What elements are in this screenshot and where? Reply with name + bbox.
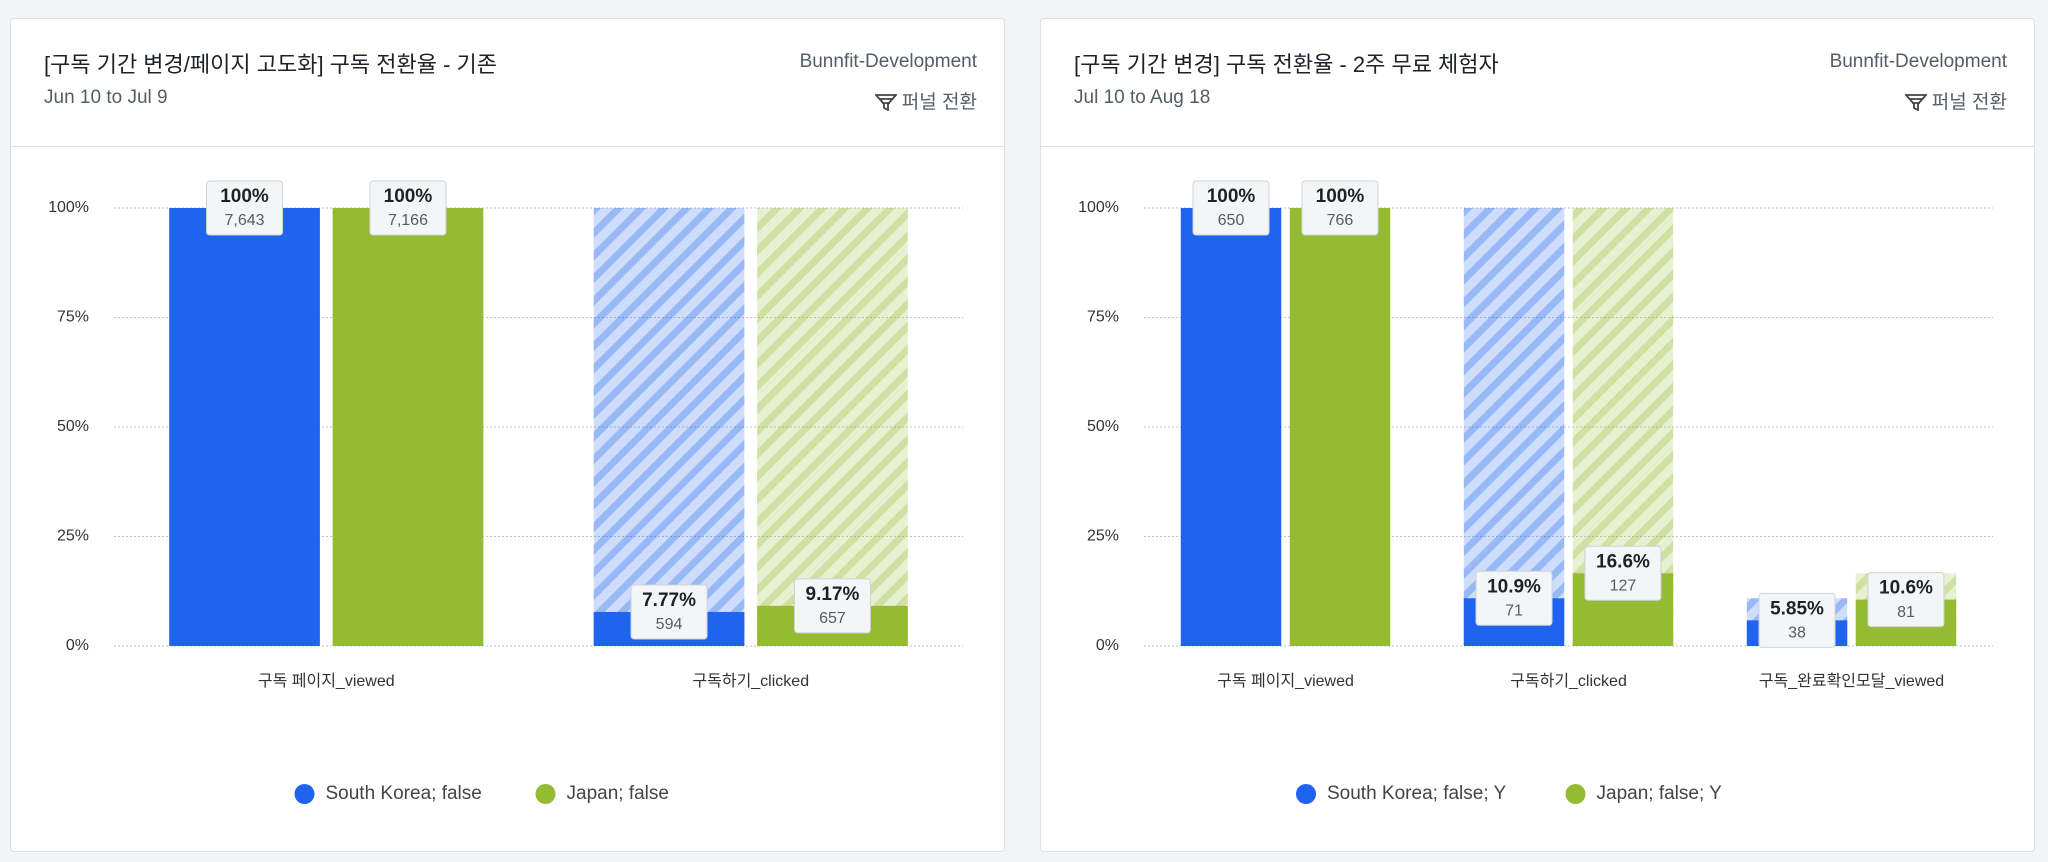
- data-label-percent: 16.6%: [1596, 551, 1650, 572]
- data-label-count: 127: [1610, 578, 1637, 595]
- data-label-box: [369, 180, 447, 236]
- data-label: 100% 7,643: [206, 180, 284, 236]
- data-label-count: 71: [1505, 602, 1523, 619]
- funnel-icon: [1903, 94, 1928, 112]
- data-label-percent: 5.85%: [1770, 598, 1824, 619]
- y-tick-label: 25%: [57, 528, 89, 545]
- y-tick-label: 75%: [57, 309, 89, 326]
- bar: [332, 208, 484, 646]
- data-label: 10.6% 81: [1867, 572, 1945, 628]
- chart-title: [구독 기간 변경] 구독 전환율 - 2주 무료 체험자: [1074, 52, 1499, 77]
- data-label-box: [1301, 180, 1379, 236]
- funnel-mode-label: 퍼널 전환: [1931, 92, 2007, 113]
- legend-label: South Korea; false: [326, 783, 482, 804]
- project-name: Bunnfit-Development: [1829, 51, 2007, 72]
- project-name: Bunnfit-Development: [799, 51, 977, 72]
- data-label-percent: 100%: [1316, 186, 1365, 207]
- chart: 0% 25% 50% 75% 100% 구독 페이지_viewed 구독하기_clicked…: [1078, 180, 1993, 804]
- y-tick-label: 50%: [1087, 418, 1119, 435]
- data-label-count: 38: [1788, 625, 1806, 642]
- dropoff-bar: [593, 208, 745, 646]
- legend-swatch: [294, 784, 315, 804]
- chart: 0% 25% 50% 75% 100% 구독 페이지_viewed 구독하기_clicked…: [48, 180, 963, 804]
- legend-label: South Korea; false; Y: [1327, 783, 1507, 804]
- y-tick-label: 50%: [57, 418, 89, 435]
- legend-swatch: [1296, 784, 1316, 804]
- data-label-count: 766: [1327, 212, 1354, 229]
- data-label-box: [630, 584, 708, 640]
- dropoff-bar: [757, 208, 908, 646]
- data-label-count: 594: [656, 616, 683, 633]
- data-label: 100% 7,166: [369, 180, 447, 236]
- data-label: 10.9% 71: [1475, 570, 1553, 626]
- y-tick-label: 75%: [1087, 309, 1119, 326]
- data-label-box: [1192, 180, 1270, 236]
- data-label-percent: 7.77%: [642, 590, 696, 611]
- data-label-box: [1584, 545, 1662, 601]
- legend-swatch: [1565, 784, 1586, 804]
- data-label-count: 657: [819, 610, 846, 627]
- data-label: 16.6% 127: [1584, 545, 1662, 601]
- y-tick-label: 100%: [1078, 199, 1119, 216]
- chart-subtitle: Jul 10 to Aug 18: [1074, 87, 1211, 108]
- y-tick-label: 0%: [66, 637, 89, 654]
- panel-header: [구독 기간 변경] 구독 전환율 - 2주 무료 체험자 Jul 10 to …: [1041, 19, 2034, 147]
- data-label-percent: 10.6%: [1879, 578, 1933, 599]
- data-label-percent: 100%: [1207, 186, 1256, 207]
- bar: [1180, 208, 1282, 646]
- panel-header: [구독 기간 변경/페이지 고도화] 구독 전환율 - 기존 Jun 10 to…: [11, 19, 1004, 147]
- bar: [1289, 208, 1391, 646]
- chart-subtitle: Jun 10 to Jul 9: [44, 87, 168, 108]
- data-label: 100% 766: [1301, 180, 1379, 236]
- x-tick-label: 구독하기_clicked: [1510, 672, 1627, 690]
- y-tick-label: 100%: [48, 199, 89, 216]
- x-tick-label: 구독 페이지_viewed: [258, 672, 395, 690]
- data-label-count: 650: [1218, 212, 1245, 229]
- data-label-box: [206, 180, 284, 236]
- x-tick-label: 구독하기_clicked: [692, 672, 809, 690]
- y-tick-label: 25%: [1087, 528, 1119, 545]
- data-label-percent: 100%: [384, 186, 433, 207]
- data-label-count: 81: [1897, 604, 1915, 621]
- data-label-box: [1475, 570, 1553, 626]
- legend-label: Japan; false: [567, 783, 669, 804]
- bar: [169, 208, 320, 646]
- chart-panel: [구독 기간 변경] 구독 전환율 - 2주 무료 체험자 Jul 10 to …: [1040, 18, 2035, 852]
- data-label: 7.77% 594: [630, 584, 708, 640]
- legend-swatch: [535, 784, 556, 804]
- data-label-percent: 9.17%: [806, 584, 860, 605]
- data-label: 9.17% 657: [793, 578, 871, 634]
- chart-panel: [구독 기간 변경/페이지 고도화] 구독 전환율 - 기존 Jun 10 to…: [10, 18, 1005, 852]
- data-label: 5.85% 38: [1758, 592, 1836, 648]
- funnel-icon: [873, 94, 898, 112]
- data-label: 100% 650: [1192, 180, 1270, 236]
- chart-title: [구독 기간 변경/페이지 고도화] 구독 전환율 - 기존: [44, 52, 498, 77]
- data-label-box: [793, 578, 871, 634]
- data-label-percent: 100%: [220, 186, 269, 207]
- data-label-count: 7,166: [388, 212, 428, 229]
- data-label-box: [1867, 572, 1945, 628]
- x-tick-label: 구독_완료확인모달_viewed: [1759, 672, 1944, 690]
- data-label-box: [1758, 592, 1836, 648]
- data-label-count: 7,643: [225, 212, 265, 229]
- funnel-mode[interactable]: 퍼널 전환: [1903, 87, 2007, 114]
- x-tick-label: 구독 페이지_viewed: [1217, 672, 1354, 690]
- funnel-mode[interactable]: 퍼널 전환: [873, 87, 977, 114]
- legend-label: Japan; false; Y: [1597, 783, 1723, 804]
- y-tick-label: 0%: [1096, 637, 1119, 654]
- funnel-mode-label: 퍼널 전환: [901, 92, 977, 113]
- data-label-percent: 10.9%: [1487, 576, 1541, 597]
